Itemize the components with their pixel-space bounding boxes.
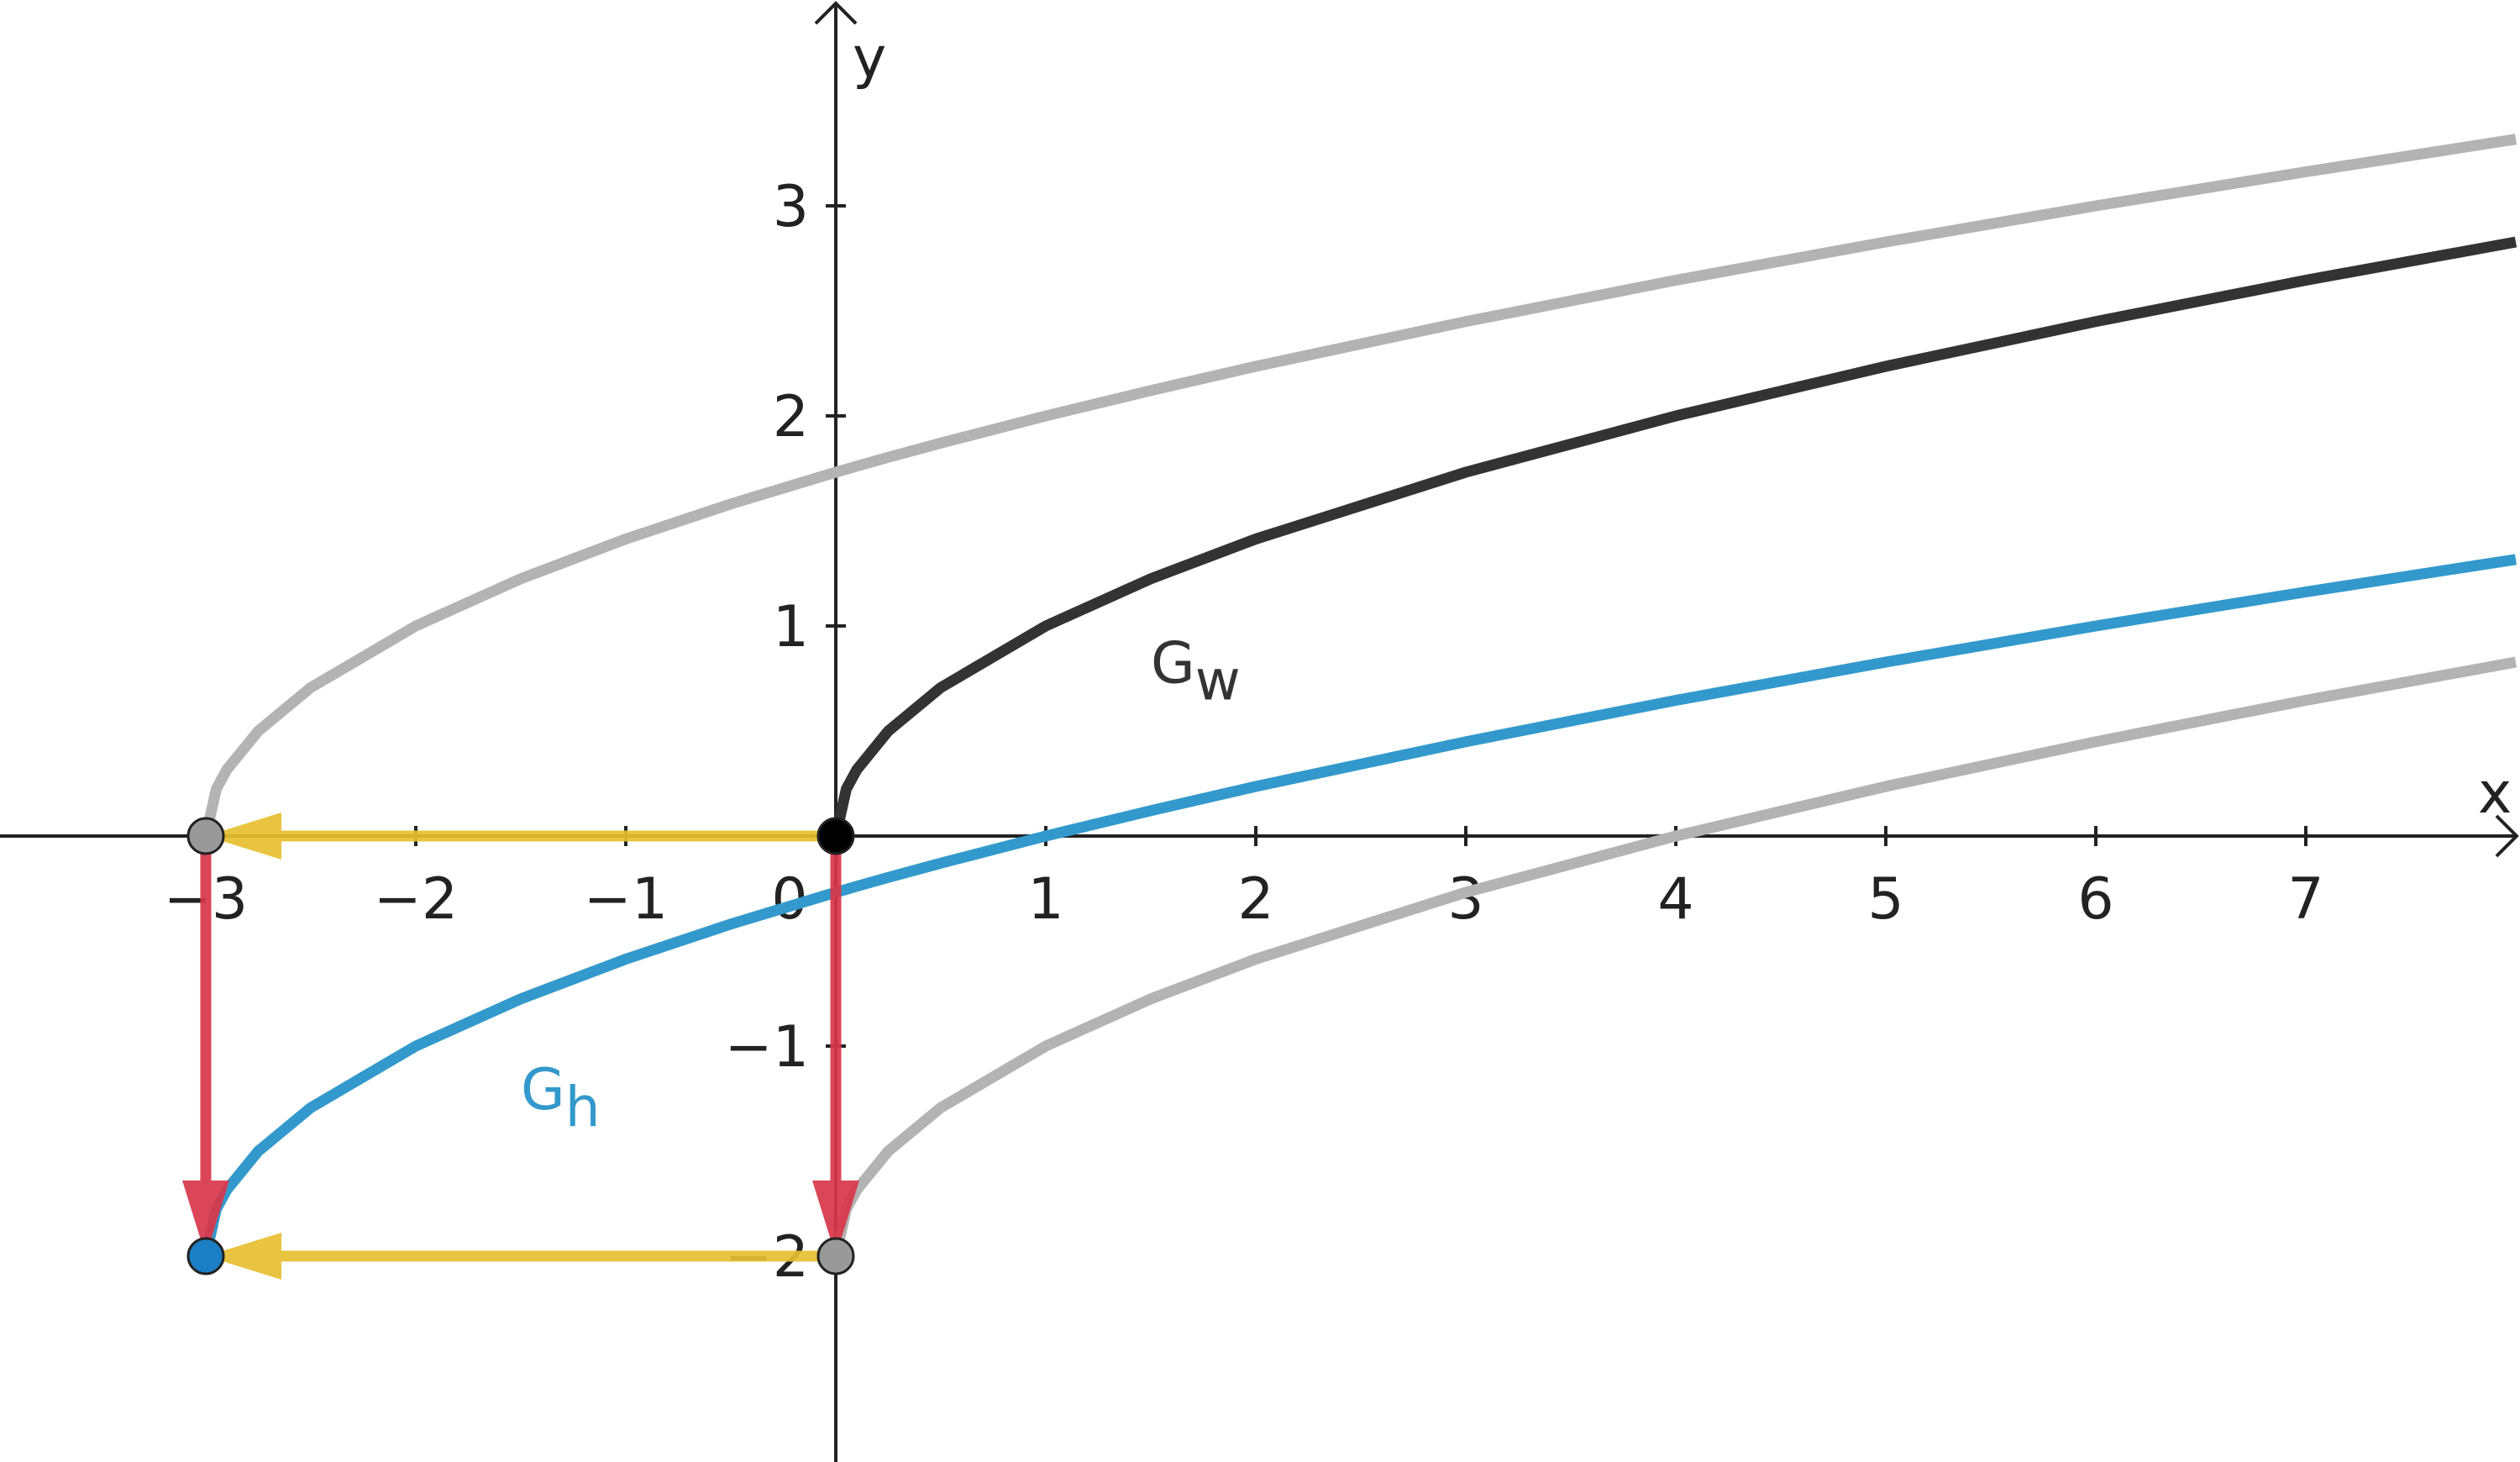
x-tick-label: 2: [1237, 866, 1273, 933]
y-tick-label: 2: [773, 384, 809, 450]
curve: [830, 656, 2517, 1258]
y-axis-arrow: [814, 1, 858, 25]
x-axis-arrow: [2495, 814, 2519, 858]
arrow: [206, 1233, 836, 1280]
point: [816, 817, 855, 855]
x-axis-label: x: [2478, 760, 2512, 827]
arrow-head: [206, 813, 281, 860]
curve-label-base: G: [1151, 631, 1195, 697]
y-axis-label: y: [853, 25, 886, 92]
x-tick-label: 5: [1867, 866, 1903, 933]
curve: [830, 236, 2517, 838]
x-tick-label: −1: [584, 866, 668, 933]
point: [186, 1237, 225, 1275]
x-tick-label: −2: [374, 866, 458, 933]
x-tick-label: 6: [2077, 866, 2113, 933]
arrow-head: [206, 1233, 281, 1280]
curve-label: Gw: [1151, 631, 1241, 713]
curve-label-sub: w: [1195, 649, 1241, 713]
y-tick-label: −1: [725, 1014, 809, 1081]
point: [816, 1237, 855, 1275]
y-tick-label: 3: [773, 174, 809, 240]
arrow: [812, 836, 859, 1256]
curve: [200, 554, 2517, 1258]
x-tick-label: 4: [1657, 866, 1693, 933]
arrow: [182, 836, 229, 1256]
point: [186, 817, 225, 855]
arrow: [206, 813, 836, 860]
x-tick-label: 1: [1027, 866, 1063, 933]
curve-label-base: G: [521, 1057, 565, 1123]
curve: [200, 134, 2517, 838]
y-tick-label: 1: [773, 594, 809, 660]
x-tick-label: 7: [2287, 866, 2323, 933]
curve-label: Gh: [521, 1057, 601, 1139]
curve-label-sub: h: [565, 1075, 601, 1139]
arrow-head: [182, 1181, 229, 1256]
arrow-head: [812, 1181, 859, 1256]
